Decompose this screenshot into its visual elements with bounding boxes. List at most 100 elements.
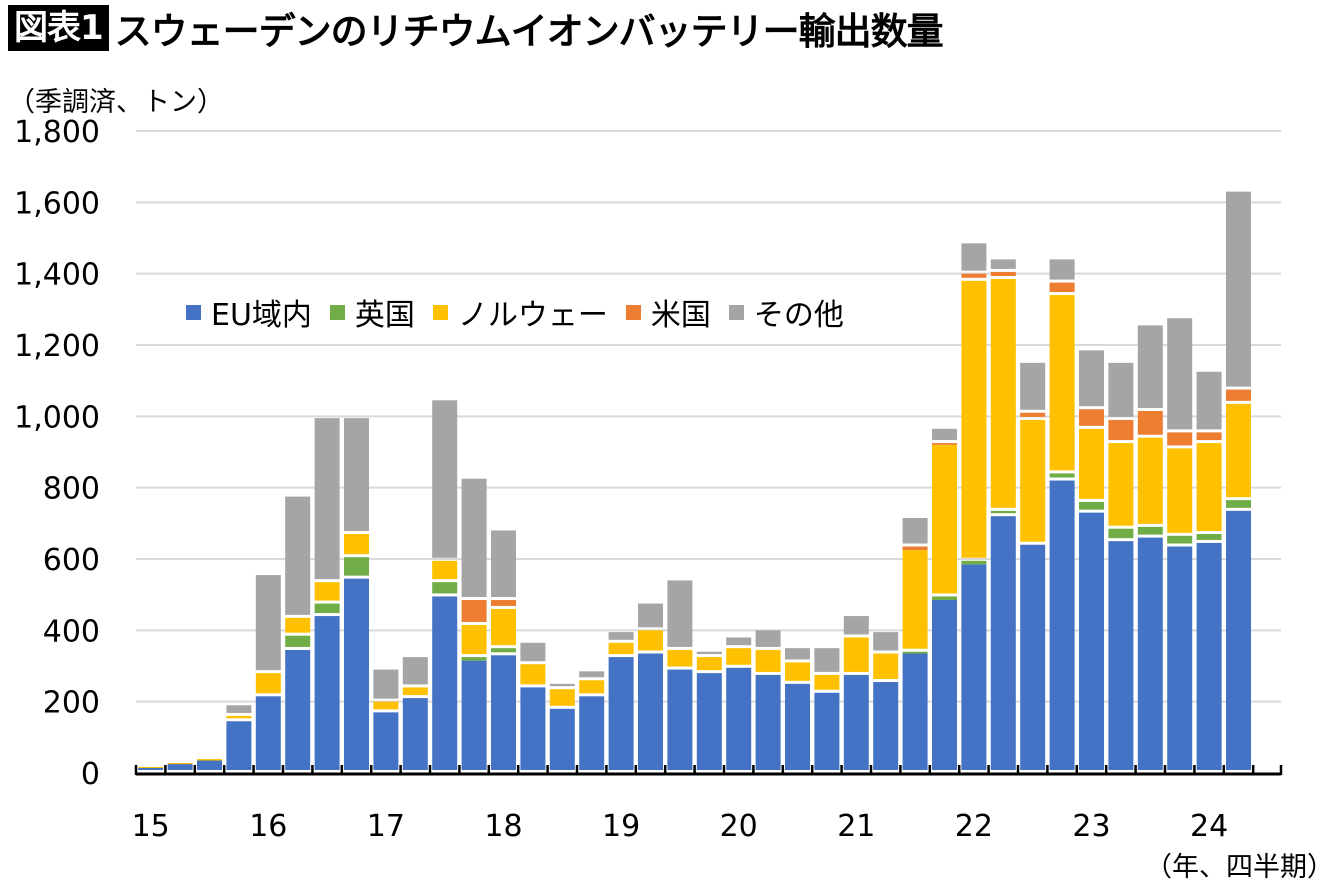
y-tick-label: 1,400 [14, 258, 100, 293]
legend-label: 米国 [650, 298, 711, 333]
x-tick-label: 19 [602, 809, 640, 844]
y-axis-unit-label: （季調済、トン） [8, 87, 224, 118]
x-tick-label: 22 [955, 809, 993, 844]
x-tick-label: 23 [1072, 809, 1110, 844]
bar-segment [1167, 432, 1193, 446]
bar-segment [1196, 534, 1222, 540]
bar-segment [726, 648, 752, 665]
bar-segment [491, 600, 516, 606]
bar-segment [373, 669, 399, 699]
bar-segment [1137, 526, 1163, 535]
bar-segment [1196, 443, 1222, 532]
bar-segment [990, 271, 1016, 277]
bar-segment [579, 696, 605, 770]
bar-segment [990, 259, 1016, 269]
bar-segment [1226, 403, 1251, 498]
bar-segment [314, 582, 340, 601]
bar-segment [491, 648, 516, 653]
bar-segment [990, 510, 1016, 514]
y-tick-label: 800 [43, 472, 100, 507]
bar-segment [961, 280, 987, 558]
bar-segment [873, 653, 899, 680]
bar-segment [608, 632, 634, 640]
bar-segment [696, 673, 722, 770]
y-tick-label: 1,000 [14, 400, 100, 435]
bar-segment [432, 596, 458, 770]
legend-label: EU域内 [211, 298, 312, 333]
legend-item: 英国 [329, 290, 415, 334]
legend-label: 英国 [354, 298, 415, 333]
bar-segment [285, 617, 311, 633]
legend-swatch [432, 304, 448, 320]
bar-segment [608, 642, 634, 655]
bar-segment [1226, 500, 1251, 508]
bar-segment [549, 708, 575, 770]
bar-segment [520, 687, 546, 770]
legend-item: その他 [728, 290, 844, 334]
legend-swatch [728, 304, 744, 320]
bar-segment [1226, 510, 1251, 770]
bar-segment [1137, 437, 1163, 524]
bar-segment [344, 578, 369, 770]
bar-segment [1079, 512, 1104, 770]
bar-segment [1020, 362, 1046, 410]
bar-segment [1167, 448, 1193, 533]
bar-segment [1137, 325, 1163, 408]
y-tick-label: 600 [43, 543, 100, 578]
x-tick-label: 15 [132, 809, 170, 844]
bar-segment [344, 557, 369, 576]
bar-segment [255, 575, 281, 671]
bar-segment [932, 428, 957, 441]
bar-segment [1108, 443, 1134, 526]
bar-segment [667, 669, 693, 770]
bar-segment [1020, 419, 1046, 542]
y-tick-label: 1,200 [14, 329, 100, 364]
x-tick-label: 16 [249, 809, 287, 844]
legend-label: ノルウェー [457, 298, 608, 333]
bar-segment [1049, 295, 1075, 471]
bar-segment [843, 637, 869, 672]
legend-label: その他 [753, 298, 844, 333]
bar-segment [520, 664, 546, 685]
x-tick-label: 18 [484, 809, 522, 844]
bar-segment [961, 273, 987, 278]
bar-segment [1049, 259, 1075, 280]
bar-segment [902, 517, 928, 544]
bar-segment [138, 766, 164, 768]
bar-segment [932, 596, 957, 601]
bar-segment [608, 657, 634, 770]
y-tick-label: 0 [81, 757, 100, 792]
bar-segment [667, 580, 693, 647]
bar-segment [902, 651, 928, 654]
bar-segment [961, 243, 987, 271]
bar-segment [285, 649, 311, 770]
bar-segment [902, 550, 928, 649]
bar-segment [1108, 528, 1134, 539]
bar-segment [1137, 537, 1163, 770]
x-tick-label: 17 [367, 809, 405, 844]
bar-segment [314, 418, 340, 580]
bar-segment [638, 603, 663, 628]
bar-segment [1108, 362, 1134, 417]
y-tick-label: 200 [43, 686, 100, 721]
bar-segment [1049, 473, 1075, 478]
bar-segment [902, 653, 928, 770]
bar-segment [491, 530, 516, 598]
bar-segment [696, 651, 722, 655]
bar-segment [961, 564, 987, 770]
bar-segment [226, 721, 252, 770]
bar-segment [755, 674, 781, 770]
chart-title-text: スウェーデンのリチウムイオンバッテリー輸出数量 [114, 10, 944, 53]
legend-swatch [329, 304, 345, 320]
bar-segment [843, 674, 869, 770]
legend-item: ノルウェー [432, 290, 608, 334]
bar-segment [785, 683, 810, 770]
bar-segment [1020, 412, 1046, 417]
bar-segment [902, 546, 928, 551]
bar-segment [1196, 542, 1222, 770]
bar-segment [549, 689, 575, 706]
x-tick-label: 21 [837, 809, 875, 844]
x-tick-label: 24 [1190, 809, 1228, 844]
bar-segment [314, 603, 340, 614]
